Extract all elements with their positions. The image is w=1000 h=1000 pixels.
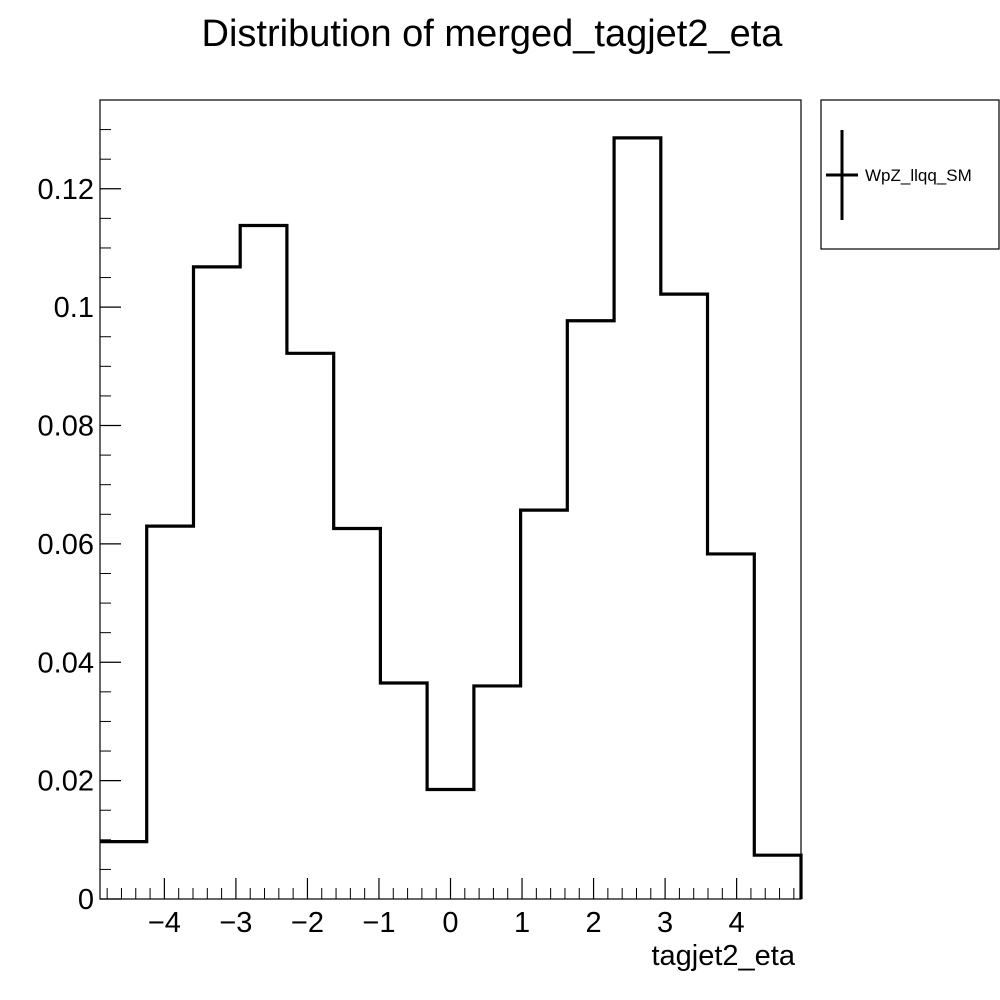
x-tick-label: −3 xyxy=(219,907,252,939)
x-axis-label: tagjet2_eta xyxy=(651,940,795,972)
histogram-bin xyxy=(567,321,614,899)
plot-frame xyxy=(99,99,802,900)
legend-entry-label: WpZ_llqq_SM xyxy=(865,166,972,185)
y-tick-label: 0.12 xyxy=(38,174,94,206)
histogram-bin xyxy=(380,683,427,899)
y-tick-label: 0.1 xyxy=(54,292,94,324)
histogram-bin xyxy=(334,529,381,899)
histogram-bin xyxy=(287,353,334,899)
histogram-bin xyxy=(474,686,521,899)
x-tick-label: 2 xyxy=(585,907,601,939)
x-tick-label: 4 xyxy=(729,907,745,939)
y-tick-label: 0.04 xyxy=(38,647,94,679)
histogram-bin xyxy=(147,526,194,899)
y-tick-label: 0.02 xyxy=(38,766,94,798)
histogram-bin xyxy=(614,138,661,899)
chart-title: Distribution of merged_tagjet2_eta xyxy=(202,13,784,55)
axes-group xyxy=(99,99,802,900)
ticks-group: −4 −3 −2 −1 0 1 2 3 4 0 0.02 0.04 0.06 0.08 0.1 0.12 xyxy=(38,99,795,939)
x-tick-label: −1 xyxy=(362,907,395,939)
x-tick-label: 1 xyxy=(514,907,530,939)
histogram-bin xyxy=(193,267,240,899)
histogram-bin xyxy=(661,294,708,899)
x-tick-label: −2 xyxy=(291,907,324,939)
histogram-outline xyxy=(100,136,803,899)
histogram-bin xyxy=(708,554,755,899)
y-tick-label: 0 xyxy=(78,884,94,916)
x-tick-label: 3 xyxy=(657,907,673,939)
x-tick-label: −4 xyxy=(148,907,181,939)
y-tick-label: 0.08 xyxy=(38,411,94,443)
histogram-bin xyxy=(240,225,287,899)
legend: WpZ_llqq_SM xyxy=(820,99,1000,250)
histogram-group xyxy=(100,136,803,899)
x-tick-label: 0 xyxy=(442,907,458,939)
y-tick-label: 0.06 xyxy=(38,529,94,561)
histogram-bin xyxy=(521,510,568,899)
